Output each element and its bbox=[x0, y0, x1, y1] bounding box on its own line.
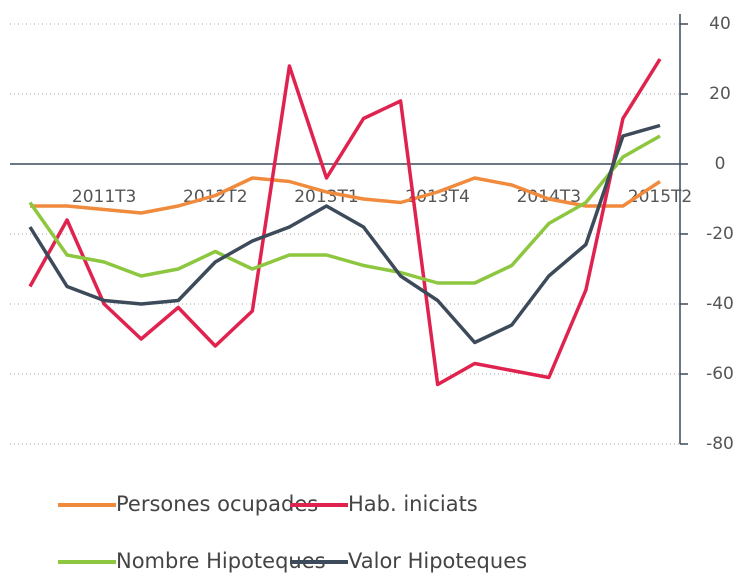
y-tick-label: -20 bbox=[706, 224, 734, 244]
y-tick-label: 20 bbox=[709, 84, 731, 104]
x-tick-label: 2011T3 bbox=[72, 187, 136, 207]
legend-label: Persones ocupades bbox=[116, 492, 318, 516]
y-tick-label: -80 bbox=[706, 434, 734, 454]
x-tick-label: 2013T1 bbox=[294, 187, 358, 207]
y-tick-label: 0 bbox=[715, 154, 726, 174]
series-line bbox=[28, 134, 661, 285]
y-tick-label: -60 bbox=[706, 364, 734, 384]
legend-label: Hab. iniciats bbox=[348, 492, 478, 516]
x-tick-label: 2013T4 bbox=[405, 187, 469, 207]
y-tick-label: 40 bbox=[709, 14, 731, 34]
series-line bbox=[28, 123, 661, 345]
series-line bbox=[30, 176, 661, 215]
y-tick-label: -40 bbox=[706, 294, 734, 314]
series-line bbox=[28, 58, 662, 387]
legend-label: Valor Hipoteques bbox=[348, 549, 527, 573]
